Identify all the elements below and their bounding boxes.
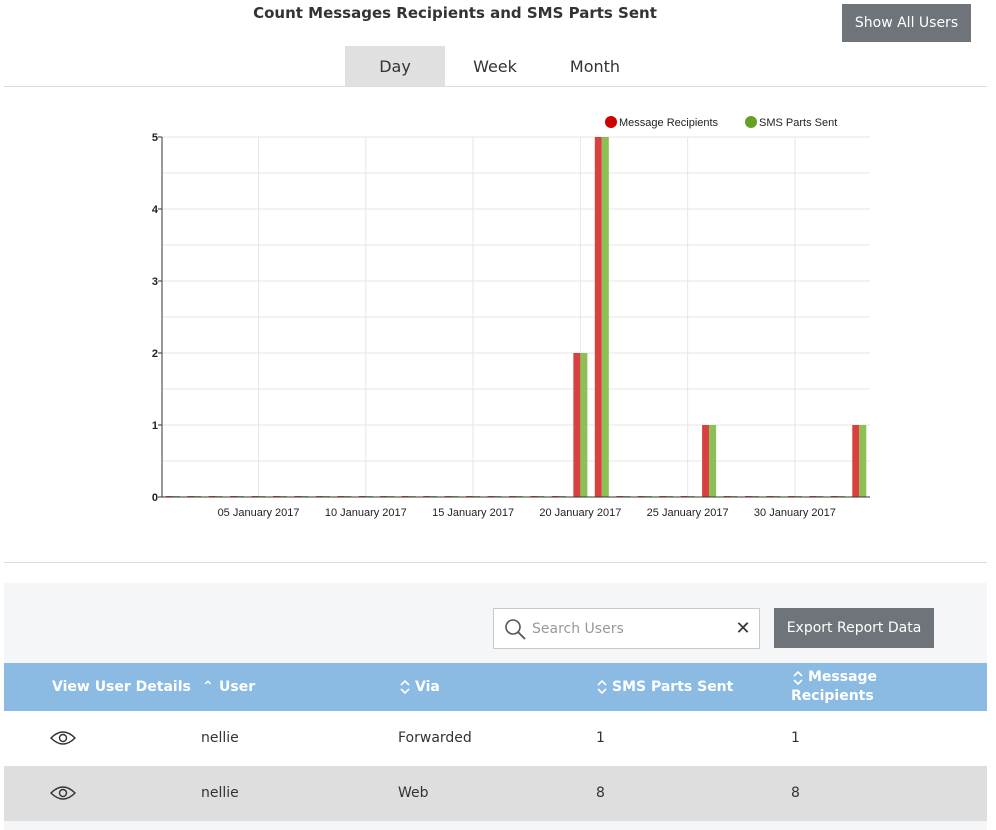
search-box: ✕: [493, 608, 760, 649]
x-tick-label: 20 January 2017: [539, 507, 621, 519]
period-tabs: Day Week Month: [345, 46, 645, 86]
y-tick-label: 1: [152, 420, 158, 432]
x-tick-label: 05 January 2017: [218, 507, 300, 519]
chart-legend: Message Recipients SMS Parts Sent: [605, 116, 837, 129]
sort-ascending-icon: ⌃: [202, 679, 214, 695]
legend-label: Message Recipients: [619, 117, 719, 129]
bar-sms-parts-sent: [709, 425, 717, 497]
table-header: View User Details ⌃ User Via SMS Parts S…: [4, 663, 987, 711]
bar-message-recipients: [702, 425, 710, 497]
sms-parts-sent-cell: 1: [596, 729, 605, 746]
x-tick-label: 25 January 2017: [647, 507, 729, 519]
bar-sms-parts-sent: [601, 137, 609, 497]
eye-icon[interactable]: [50, 784, 76, 802]
column-header-message-recipients[interactable]: Message Recipients: [791, 669, 878, 704]
message-recipients-cell: 8: [791, 784, 800, 801]
divider: [4, 562, 987, 563]
user-cell: nellie: [201, 729, 239, 746]
report-title: Count Messages Recipients and SMS Parts …: [253, 4, 657, 22]
column-header-via[interactable]: Via: [398, 663, 440, 711]
y-tick-label: 2: [152, 348, 158, 360]
show-all-users-button[interactable]: Show All Users: [842, 4, 971, 42]
legend-marker: [745, 116, 757, 128]
legend-label: SMS Parts Sent: [759, 117, 837, 129]
clear-search-icon[interactable]: ✕: [735, 618, 751, 639]
sort-both-icon: [793, 670, 803, 685]
x-tick-label: 15 January 2017: [432, 507, 514, 519]
y-tick-label: 4: [152, 204, 159, 216]
table-panel: ✕ Export Report Data View User Details ⌃…: [4, 583, 987, 830]
tab-day[interactable]: Day: [345, 46, 445, 86]
bar-message-recipients: [594, 137, 602, 497]
chart-grid: [162, 136, 870, 498]
message-recipients-cell: 1: [791, 729, 800, 746]
column-header-sms-parts-sent[interactable]: SMS Parts Sent: [595, 663, 733, 711]
view-details-cell[interactable]: [50, 711, 76, 766]
column-header-user[interactable]: ⌃ User: [202, 679, 256, 695]
legend-marker: [605, 116, 617, 128]
sms-parts-sent-cell: 8: [596, 784, 605, 801]
table-row: nellie Forwarded 1 1: [4, 711, 987, 766]
export-report-button[interactable]: Export Report Data: [774, 608, 934, 648]
y-tick-label: 0: [152, 492, 158, 504]
y-tick-label: 3: [152, 276, 158, 288]
user-cell: nellie: [201, 784, 239, 801]
bar-message-recipients: [852, 425, 860, 497]
bar-sms-parts-sent: [859, 425, 867, 497]
via-cell: Forwarded: [398, 729, 472, 746]
sort-both-icon: [597, 680, 607, 694]
tab-week[interactable]: Week: [473, 56, 517, 76]
x-tick-label: 30 January 2017: [754, 507, 836, 519]
sort-both-icon: [400, 680, 410, 694]
divider: [4, 86, 987, 87]
tab-month[interactable]: Month: [569, 56, 621, 76]
y-tick-label: 5: [152, 132, 158, 144]
x-tick-label: 10 January 2017: [325, 507, 407, 519]
search-icon: [505, 619, 526, 640]
view-details-cell[interactable]: [50, 766, 76, 821]
table-row: nellie Web 8 8: [4, 766, 987, 821]
via-cell: Web: [398, 784, 429, 801]
search-users-input[interactable]: [532, 617, 722, 641]
chart-axes: 0 1 2 3 4 5 05 January 2017 10 January 2017 15 J…: [152, 132, 870, 519]
bar-chart: 0 1 2 3 4 5 05 January 2017 10 January 2017 15 J…: [152, 116, 870, 519]
eye-icon[interactable]: [50, 729, 76, 747]
bar-sms-parts-sent: [580, 353, 588, 497]
column-header-view-user-details: View User Details: [52, 679, 191, 695]
bar-message-recipients: [573, 353, 581, 497]
